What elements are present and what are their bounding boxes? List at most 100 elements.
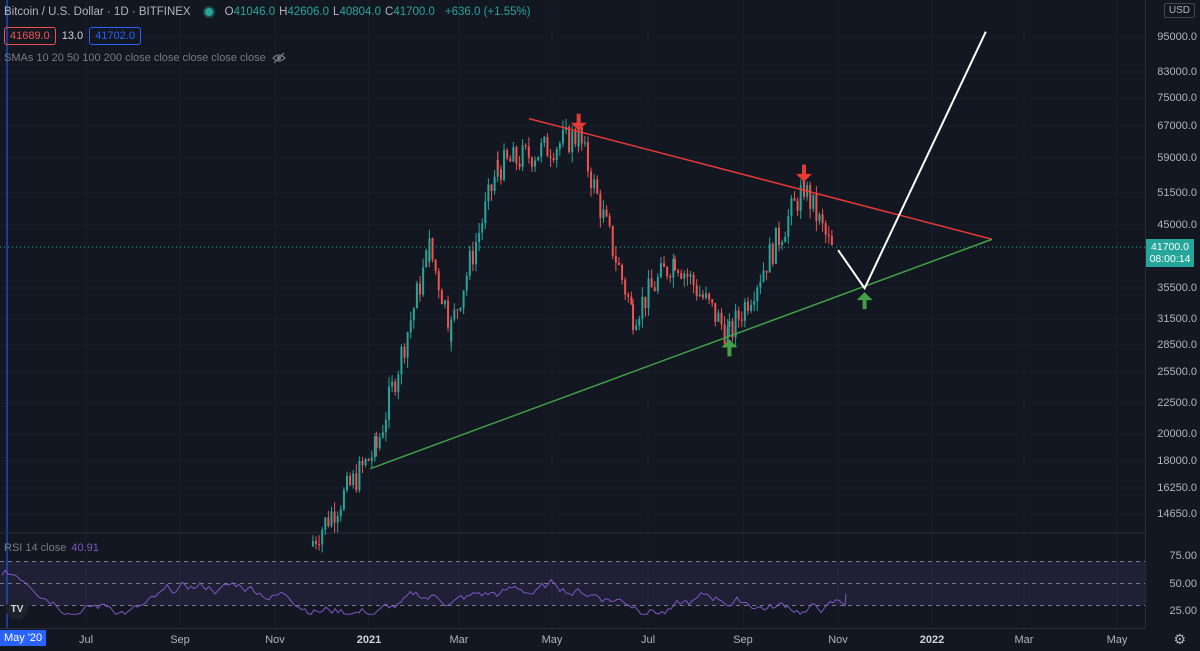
candle-body xyxy=(412,308,415,321)
candle-body xyxy=(330,511,333,527)
ohlc-value: 42606.0 xyxy=(287,6,330,18)
candle-body xyxy=(549,156,552,159)
candle-body xyxy=(608,216,611,226)
price-tick-label: 18000.0 xyxy=(1157,455,1197,467)
hide-eye-icon[interactable] xyxy=(271,52,286,64)
rsi-value: 40.91 xyxy=(71,542,99,554)
time-tick-label: Sep xyxy=(733,634,753,646)
last-price-value: 41700.0 xyxy=(1151,241,1189,253)
candle-body xyxy=(827,234,830,237)
candle-body xyxy=(680,273,683,279)
price-tick-label: 25500.0 xyxy=(1157,366,1197,378)
candle-body xyxy=(720,312,723,325)
candle-body xyxy=(768,243,771,273)
candle-body xyxy=(361,461,364,466)
price-tick-label: 20000.0 xyxy=(1157,428,1197,440)
candle-body xyxy=(692,274,695,286)
sell-price-button[interactable]: 41689.0 xyxy=(4,27,56,45)
candle-body xyxy=(714,302,717,322)
price-change: +636.0 (+1.55%) xyxy=(444,6,531,18)
time-axis[interactable]: Jul Sep Nov 2021 Mar May Jul Sep Nov 2022 Mar May xyxy=(0,628,1145,651)
market-status-dot-icon xyxy=(204,8,213,16)
price-tick-label: 16250.0 xyxy=(1157,482,1197,494)
candle-body xyxy=(373,436,376,458)
candle-body xyxy=(614,255,617,263)
candle-body xyxy=(777,227,780,246)
candle-body xyxy=(543,136,546,144)
candle-body xyxy=(339,509,342,517)
candle-body xyxy=(403,346,406,358)
symbol-legend: Bitcoin / U.S. Dollar · 1D · BITFINEX O4… xyxy=(4,6,531,18)
currency-button[interactable]: USD xyxy=(1163,3,1195,18)
candle-body xyxy=(534,160,537,167)
candle-body xyxy=(311,540,314,547)
candle-body xyxy=(596,179,599,194)
ohlc-value: 41700.0 xyxy=(393,6,435,18)
price-chart[interactable] xyxy=(0,0,1145,628)
candle-body xyxy=(459,307,462,310)
bar-countdown: 08:00:14 xyxy=(1149,253,1191,265)
candle-body xyxy=(342,490,345,510)
candle-body xyxy=(774,227,777,264)
candle-body xyxy=(765,270,768,273)
ohlc-key: C xyxy=(385,6,394,18)
candle-body xyxy=(425,250,428,268)
candle-body xyxy=(698,294,701,297)
candle-body xyxy=(824,223,827,235)
candle-body xyxy=(378,437,381,448)
candle-body xyxy=(605,209,608,217)
time-tick-label: Nov xyxy=(265,634,285,646)
time-tick-label: 2022 xyxy=(919,634,945,646)
rsi-legend[interactable]: RSI 14 close 40.91 xyxy=(4,542,99,554)
candle-body xyxy=(324,517,327,530)
ohlc-c: C41700.0 xyxy=(385,6,435,18)
candle-body xyxy=(746,301,749,311)
candle-body xyxy=(617,262,620,265)
candle-body xyxy=(352,473,355,485)
price-axis[interactable]: USD 95000.0 83000.0 75000.0 67000.0 59000.0 5… xyxy=(1145,0,1200,628)
candle-body xyxy=(590,171,593,189)
candle-body xyxy=(381,432,384,438)
chart-area[interactable]: Bitcoin / U.S. Dollar · 1D · BITFINEX O4… xyxy=(0,0,1145,628)
time-tick-label: Jul xyxy=(78,634,94,646)
candle-body xyxy=(799,185,802,211)
candle-body xyxy=(450,319,453,342)
candle-body xyxy=(743,301,746,321)
sma-legend[interactable]: SMAs 10 20 50 100 200 close close close … xyxy=(4,52,286,64)
candle-body xyxy=(781,242,784,246)
candle-body xyxy=(415,283,418,309)
candle-body xyxy=(349,475,352,485)
candle-body xyxy=(367,459,370,461)
last-price-label: 41700.0 08:00:14 xyxy=(1146,239,1194,267)
candle-body xyxy=(546,136,549,157)
candle-body xyxy=(701,294,704,298)
rsi-label: RSI 14 close xyxy=(4,542,67,554)
candle-body xyxy=(397,374,400,393)
symbol-title[interactable]: Bitcoin / U.S. Dollar · 1D · BITFINEX xyxy=(4,6,191,18)
tradingview-logo-icon[interactable]: TV xyxy=(6,598,28,620)
settings-gear-icon[interactable]: ⚙ xyxy=(1173,631,1186,647)
candle-body xyxy=(708,293,711,300)
candle-body xyxy=(723,324,726,344)
candle-body xyxy=(812,194,815,209)
rsi-tick-label: 50.00 xyxy=(1169,578,1197,590)
candle-body xyxy=(647,278,650,309)
price-tick-label: 83000.0 xyxy=(1157,66,1197,78)
candle-body xyxy=(478,232,481,243)
buy-price-button[interactable]: 41702.0 xyxy=(89,27,141,45)
price-tick-label: 51500.0 xyxy=(1157,187,1197,199)
candle-body xyxy=(384,419,387,433)
ohlc-key: L xyxy=(333,6,340,18)
candle-body xyxy=(602,209,605,219)
candle-body xyxy=(506,149,509,159)
price-tick-label: 95000.0 xyxy=(1157,31,1197,43)
rsi-tick-label: 25.00 xyxy=(1169,605,1197,617)
candle-body xyxy=(577,126,580,147)
candle-body xyxy=(627,294,630,297)
ohlc-o: O41046.0 xyxy=(225,6,276,18)
down-arrow-marker xyxy=(570,113,587,131)
candle-body xyxy=(650,278,653,288)
candle-body xyxy=(358,461,361,491)
candle-body xyxy=(370,457,373,461)
price-tick-label: 14650.0 xyxy=(1157,508,1197,520)
